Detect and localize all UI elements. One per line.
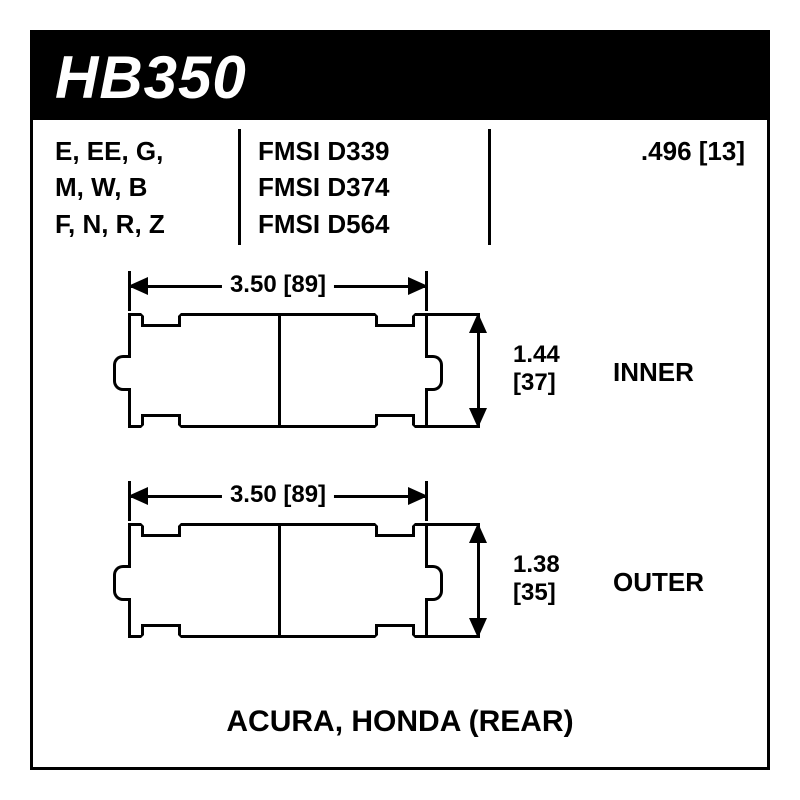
pad-notch (375, 313, 415, 327)
pad-notch (375, 414, 415, 428)
pad-notch (375, 624, 415, 638)
application-label: ACURA, HONDA (REAR) (33, 705, 767, 739)
compounds-line: F, N, R, Z (55, 206, 235, 242)
outer-pad-shape (128, 523, 428, 638)
thickness-column: .496 [13] (641, 133, 745, 169)
pad-notch (141, 313, 181, 327)
width-label: 3.50 [89] (222, 481, 334, 509)
inner-height-label: 1.44 [37] (513, 341, 560, 396)
fmsi-code: FMSI D339 (258, 133, 488, 169)
pad-ear (425, 565, 443, 601)
inner-label: INNER (613, 357, 694, 388)
width-dimension-outer: 3.50 [89] (128, 481, 428, 511)
dim-tick (428, 523, 478, 526)
compounds-column: E, EE, G, M, W, B F, N, R, Z (55, 133, 235, 242)
pad-ear (113, 565, 131, 601)
dim-tick (428, 425, 478, 428)
height-dimension-inner (463, 313, 493, 428)
fmsi-code: FMSI D374 (258, 169, 488, 205)
dim-tick (128, 271, 131, 311)
pad-notch (141, 523, 181, 537)
pad-notch (141, 414, 181, 428)
pad-center-line (278, 316, 281, 425)
fmsi-code: FMSI D564 (258, 206, 488, 242)
spec-sheet-frame: HB350 E, EE, G, M, W, B F, N, R, Z FMSI … (30, 30, 770, 770)
outer-height-label: 1.38 [35] (513, 551, 560, 606)
compounds-line: M, W, B (55, 169, 235, 205)
dim-tick (428, 635, 478, 638)
outer-label: OUTER (613, 567, 704, 598)
divider-line (488, 129, 491, 245)
spec-row: E, EE, G, M, W, B F, N, R, Z FMSI D339 F… (33, 123, 767, 253)
height-dimension-outer (463, 523, 493, 638)
pad-ear (113, 355, 131, 391)
divider-line (238, 129, 241, 245)
part-number: HB350 (55, 43, 745, 112)
thickness-value: .496 [13] (641, 133, 745, 169)
header-bar: HB350 (33, 33, 767, 120)
dim-tick (428, 313, 478, 316)
pad-ear (425, 355, 443, 391)
pad-notch (141, 624, 181, 638)
compounds-line: E, EE, G, (55, 133, 235, 169)
fmsi-column: FMSI D339 FMSI D374 FMSI D564 (258, 133, 488, 242)
width-label: 3.50 [89] (222, 271, 334, 299)
pad-center-line (278, 526, 281, 635)
dim-tick (128, 481, 131, 521)
dim-tick (425, 481, 428, 521)
pad-notch (375, 523, 415, 537)
pad-diagram: 3.50 [89] 1.44 [37] INNER (33, 263, 767, 693)
dim-tick (425, 271, 428, 311)
width-dimension-inner: 3.50 [89] (128, 271, 428, 301)
inner-pad-shape (128, 313, 428, 428)
